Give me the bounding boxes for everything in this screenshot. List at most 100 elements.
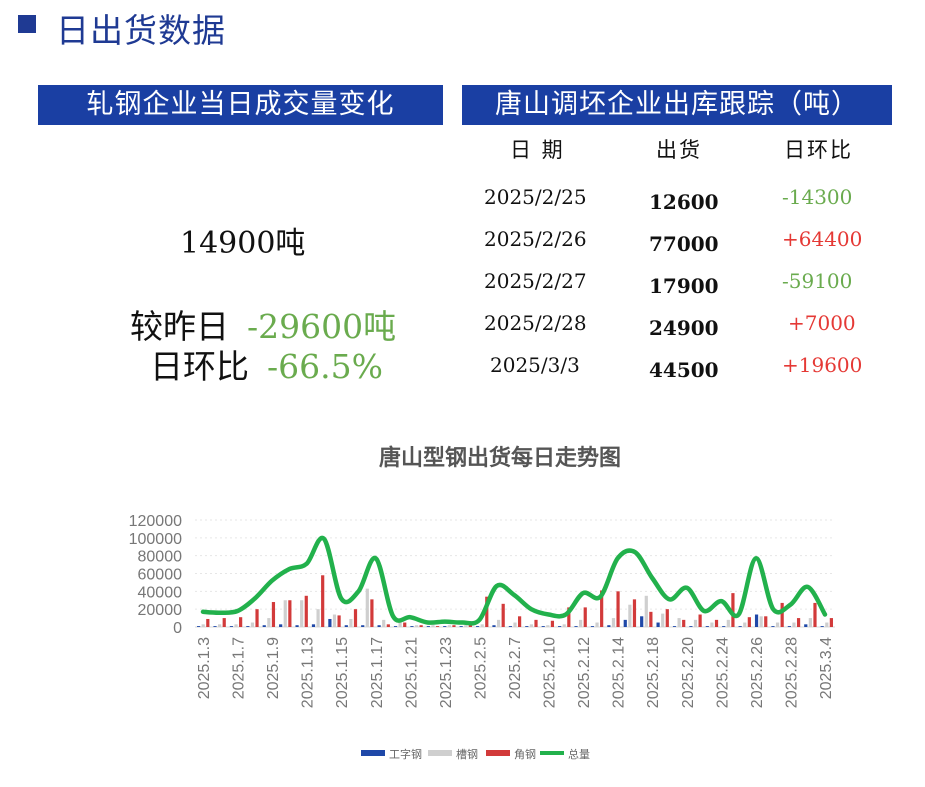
row-date: 2025/2/27 xyxy=(484,269,587,293)
y-tick-label: 60000 xyxy=(138,567,183,584)
bar-槽钢 xyxy=(349,618,353,627)
x-tick-label: 2025.1.21 xyxy=(403,637,420,708)
bar-工字钢 xyxy=(574,626,578,627)
bar-角钢 xyxy=(485,596,489,627)
bar-角钢 xyxy=(337,615,341,627)
bar-槽钢 xyxy=(382,619,386,627)
bar-槽钢 xyxy=(628,604,632,627)
bar-工字钢 xyxy=(426,626,430,627)
legend-swatch xyxy=(486,750,510,756)
bar-槽钢 xyxy=(677,618,681,627)
right-banner: 唐山调坯企业出库跟踪（吨） xyxy=(462,85,892,125)
row-shipment: 77000 xyxy=(649,232,719,256)
bar-槽钢 xyxy=(201,624,205,627)
x-tick-label: 2025.2.5 xyxy=(472,637,489,699)
bar-槽钢 xyxy=(595,622,599,627)
bar-工字钢 xyxy=(246,626,250,627)
bar-工字钢 xyxy=(804,624,808,627)
bar-工字钢 xyxy=(656,622,660,627)
title-square-inner xyxy=(21,18,33,30)
bar-工字钢 xyxy=(541,626,545,627)
bar-工字钢 xyxy=(623,619,627,627)
bar-工字钢 xyxy=(344,625,348,627)
bar-槽钢 xyxy=(759,616,763,627)
bar-角钢 xyxy=(271,602,276,627)
x-tick-label: 2025.1.15 xyxy=(334,637,351,708)
bar-槽钢 xyxy=(562,624,566,627)
x-tick-label: 2025.2.20 xyxy=(680,637,697,708)
bar-工字钢 xyxy=(475,626,480,627)
x-tick-label: 2025.2.14 xyxy=(611,637,628,708)
bar-工字钢 xyxy=(279,624,283,627)
bar-工字钢 xyxy=(508,626,512,627)
row-dod: -14300 xyxy=(782,185,853,209)
bar-槽钢 xyxy=(365,588,369,627)
y-tick-label: 80000 xyxy=(138,549,183,566)
y-tick-label: 0 xyxy=(173,620,182,637)
bar-角钢 xyxy=(386,624,390,627)
bar-工字钢 xyxy=(492,625,496,627)
vs-yesterday-label: 较昨日 xyxy=(130,307,229,346)
bar-角钢 xyxy=(764,616,768,627)
bar-槽钢 xyxy=(513,622,517,627)
x-tick-label: 2025.1.7 xyxy=(231,637,248,699)
bar-角钢 xyxy=(370,599,374,627)
y-tick-label: 40000 xyxy=(138,584,183,601)
x-tick-label: 2025.3.4 xyxy=(818,637,835,699)
bar-槽钢 xyxy=(234,624,238,627)
row-dod: -59100 xyxy=(782,269,853,293)
bar-槽钢 xyxy=(661,613,665,628)
header-shipment: 出货 xyxy=(656,138,702,162)
row-date: 2025/2/25 xyxy=(484,185,587,209)
bar-角钢 xyxy=(583,607,587,627)
bar-角钢 xyxy=(304,595,308,627)
bar-角钢 xyxy=(353,609,358,627)
bar-槽钢 xyxy=(398,622,402,627)
legend-label: 角钢 xyxy=(514,748,536,761)
x-tick-label: 2025.1.3 xyxy=(196,637,213,699)
row-dod: +64400 xyxy=(782,227,863,251)
bar-工字钢 xyxy=(672,626,677,627)
bar-角钢 xyxy=(780,602,784,627)
header-date: 日 期 xyxy=(510,138,565,162)
header-dod: 日环比 xyxy=(784,138,853,162)
bar-角钢 xyxy=(714,619,719,627)
left-banner: 轧钢企业当日成交量变化 xyxy=(38,85,443,125)
bar-工字钢 xyxy=(311,624,316,627)
bar-角钢 xyxy=(255,609,259,627)
bar-工字钢 xyxy=(328,618,332,627)
bar-角钢 xyxy=(206,618,210,627)
bar-角钢 xyxy=(419,625,423,627)
x-tick-label: 2025.1.17 xyxy=(369,637,386,708)
bar-工字钢 xyxy=(820,626,824,627)
bar-工字钢 xyxy=(262,625,266,627)
bar-槽钢 xyxy=(644,595,648,627)
x-tick-label: 2025.2.18 xyxy=(645,637,662,708)
bar-工字钢 xyxy=(689,626,693,627)
bar-工字钢 xyxy=(558,626,562,627)
bar-角钢 xyxy=(600,590,604,627)
x-tick-label: 2025.2.24 xyxy=(714,637,731,708)
bar-工字钢 xyxy=(197,626,201,627)
bar-角钢 xyxy=(632,599,637,627)
bar-角钢 xyxy=(550,620,555,627)
bar-工字钢 xyxy=(722,626,726,627)
bar-工字钢 xyxy=(754,614,759,627)
row-dod: +19600 xyxy=(782,353,863,377)
bar-角钢 xyxy=(534,619,538,627)
page-title: 日出货数据 xyxy=(56,11,226,50)
x-tick-label: 2025.2.10 xyxy=(542,637,559,708)
bar-槽钢 xyxy=(464,625,468,627)
bar-角钢 xyxy=(731,593,735,627)
x-tick-label: 2025.2.26 xyxy=(749,637,766,708)
bar-工字钢 xyxy=(640,616,644,627)
bar-工字钢 xyxy=(443,626,447,627)
ratio-row: 日环比 -66.5% xyxy=(150,340,383,388)
bar-工字钢 xyxy=(229,626,234,627)
bar-槽钢 xyxy=(300,600,304,627)
row-shipment: 17900 xyxy=(649,274,719,298)
x-tick-label: 2025.1.23 xyxy=(438,637,455,708)
y-tick-label: 120000 xyxy=(129,513,182,530)
bar-槽钢 xyxy=(283,600,287,627)
bar-工字钢 xyxy=(361,625,365,627)
